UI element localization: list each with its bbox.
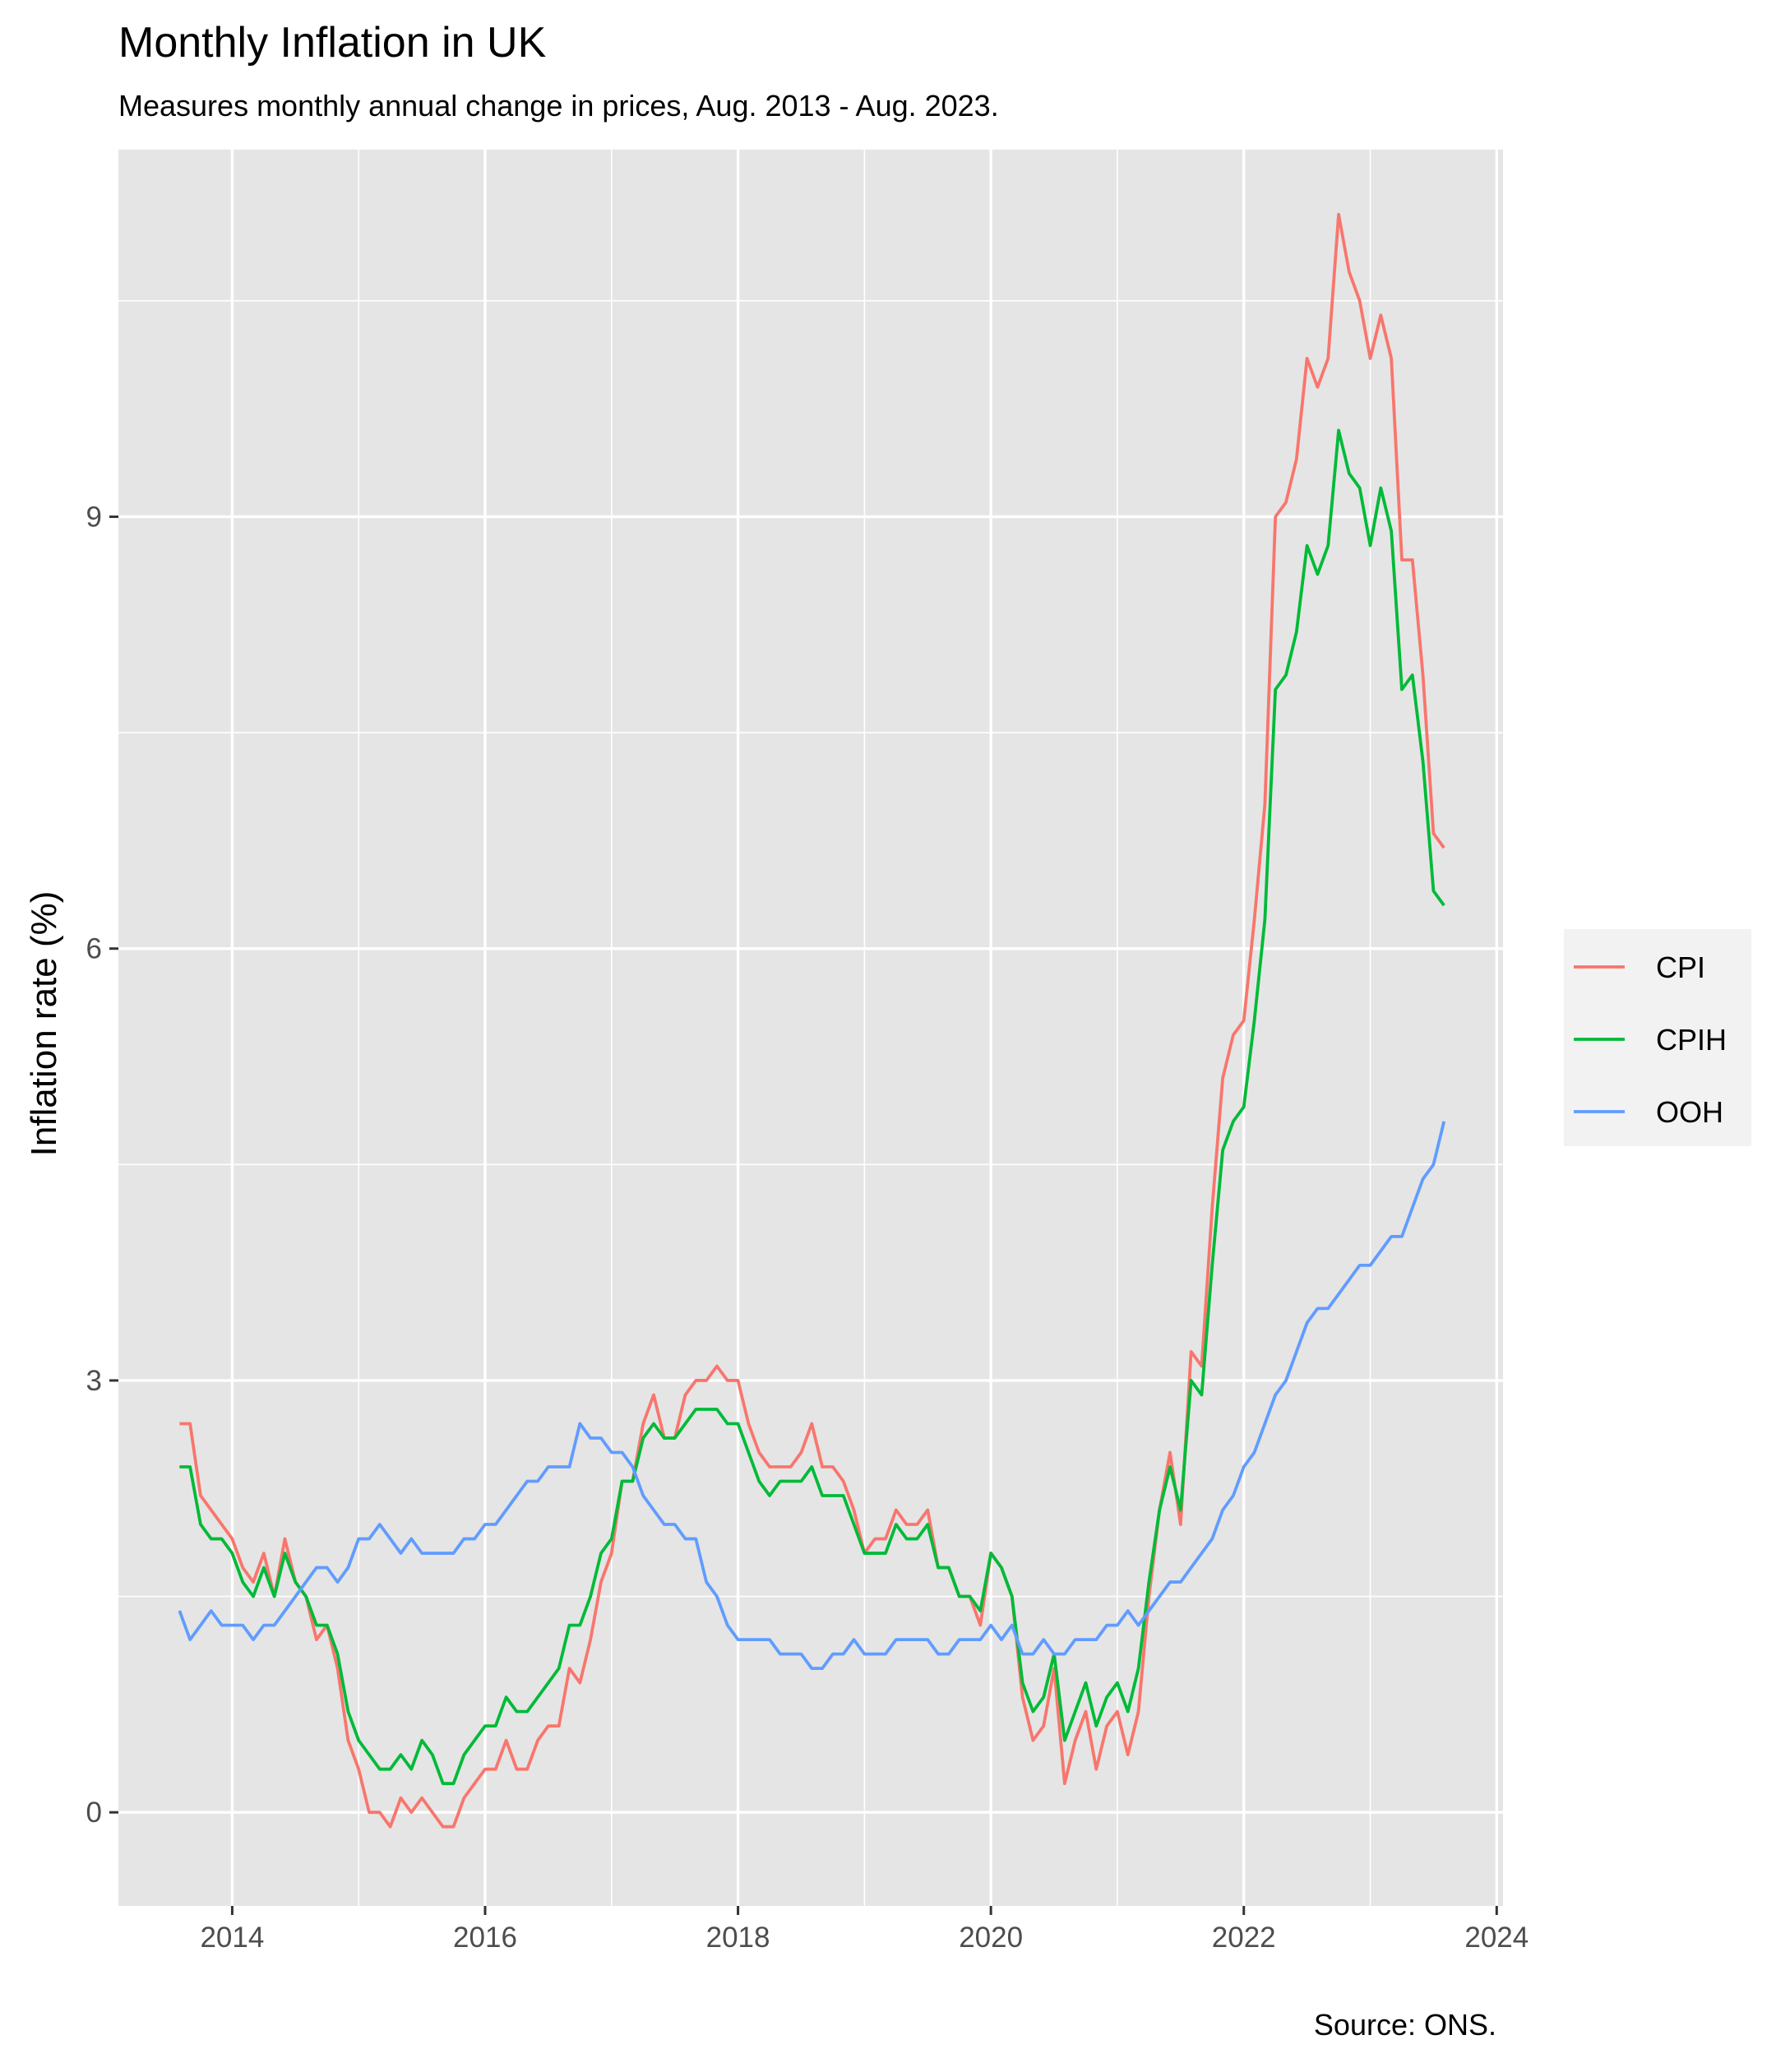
x-tick-label: 2014 [200, 1922, 264, 1954]
legend-label: CPIH [1656, 1023, 1727, 1057]
x-tick-label: 2016 [453, 1922, 517, 1954]
plot-panel [118, 150, 1503, 1906]
x-tick-label: 2020 [959, 1922, 1023, 1954]
y-tick-label: 9 [86, 501, 102, 533]
y-tick-label: 3 [86, 1365, 102, 1397]
chart-subtitle: Measures monthly annual change in prices… [118, 89, 999, 123]
legend-label: CPI [1656, 950, 1705, 984]
legend: CPI CPIH OOH [1564, 929, 1751, 1146]
series-line-ooh [178, 1121, 1446, 1671]
x-tick-label: 2018 [706, 1922, 770, 1954]
y-tick-labels: 0 3 6 9 [86, 501, 102, 1829]
series-line-cpi [179, 212, 1445, 1829]
series-lines [178, 212, 1446, 1829]
legend-item-cpih: CPIH [1570, 1010, 1727, 1069]
legend-item-cpi: CPI [1570, 937, 1705, 997]
chart-title: Monthly Inflation in UK [118, 19, 547, 67]
y-tick-label: 0 [86, 1797, 102, 1829]
chart-caption: Source: ONS. [1313, 2008, 1496, 2042]
x-tick-labels: 2014 2016 2018 2020 2022 2024 [200, 1922, 1529, 1954]
x-tick-label: 2024 [1464, 1922, 1529, 1954]
x-tick-label: 2022 [1212, 1922, 1276, 1954]
axis-ticks [109, 515, 1498, 1915]
major-gridlines [118, 150, 1503, 1906]
series-line-cpih [179, 428, 1445, 1786]
legend-item-ooh: OOH [1570, 1082, 1723, 1141]
legend-label: OOH [1656, 1095, 1723, 1129]
y-tick-label: 6 [86, 933, 102, 965]
